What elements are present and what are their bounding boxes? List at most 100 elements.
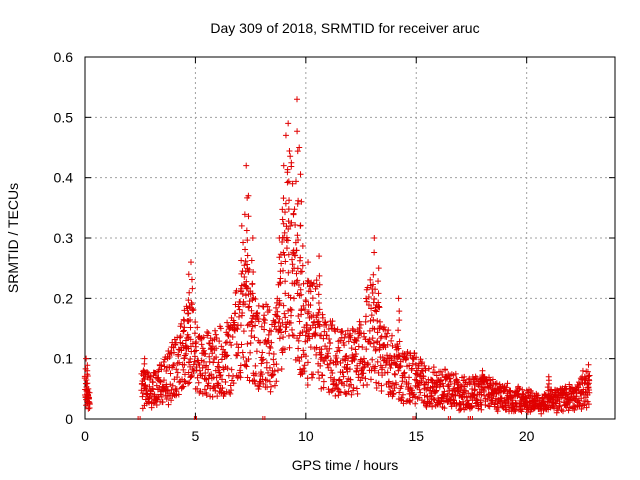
data-point — [546, 394, 553, 401]
data-point — [83, 355, 90, 362]
data-point — [376, 344, 383, 351]
data-point — [569, 384, 576, 391]
data-point — [373, 379, 380, 386]
data-point — [266, 307, 273, 314]
data-point — [378, 382, 385, 389]
data-point — [245, 192, 252, 199]
data-point — [158, 366, 165, 373]
data-point — [208, 371, 215, 378]
data-point — [205, 340, 212, 347]
data-point — [355, 334, 362, 341]
data-point — [283, 323, 290, 330]
data-points — [81, 96, 593, 420]
data-point — [286, 148, 293, 155]
data-point — [524, 389, 531, 396]
data-point — [413, 354, 420, 361]
data-point — [282, 200, 289, 207]
data-point — [256, 339, 263, 346]
data-point — [429, 383, 436, 390]
data-point — [376, 304, 383, 311]
data-point — [282, 258, 289, 265]
data-point — [360, 370, 367, 377]
data-point — [285, 225, 292, 232]
data-point — [304, 337, 311, 344]
data-point — [334, 348, 341, 355]
data-point — [468, 404, 475, 411]
data-point — [160, 359, 167, 366]
data-point — [254, 309, 261, 316]
chart-title: Day 309 of 2018, SRMTID for receiver aru… — [210, 20, 479, 36]
data-point — [258, 360, 265, 367]
data-point — [362, 318, 369, 325]
data-point — [180, 327, 187, 334]
data-point — [494, 400, 501, 407]
x-tick-label: 15 — [408, 428, 424, 444]
data-point — [403, 355, 410, 362]
data-point — [353, 338, 360, 345]
data-point — [315, 291, 322, 298]
data-point — [285, 120, 292, 127]
data-point — [391, 370, 398, 377]
data-point — [252, 296, 259, 303]
data-point — [371, 367, 378, 374]
data-point — [280, 267, 287, 274]
data-point — [205, 380, 212, 387]
data-point — [583, 404, 590, 411]
data-point — [205, 366, 212, 373]
data-point — [238, 222, 245, 229]
data-point — [273, 378, 280, 385]
data-point — [190, 306, 197, 313]
data-point-zero — [193, 416, 197, 420]
data-point — [461, 387, 468, 394]
data-point — [296, 144, 303, 151]
data-point — [416, 394, 423, 401]
data-point — [248, 327, 255, 334]
data-point — [339, 369, 346, 376]
data-point — [155, 366, 162, 373]
data-point — [266, 378, 273, 385]
data-point — [248, 257, 255, 264]
data-point — [366, 327, 373, 334]
data-point — [187, 356, 194, 363]
data-point — [177, 333, 184, 340]
data-point — [212, 327, 219, 334]
data-point — [268, 328, 275, 335]
data-point — [478, 391, 485, 398]
data-point — [181, 361, 188, 368]
data-point — [505, 398, 512, 405]
data-point — [357, 377, 364, 384]
data-point — [302, 353, 309, 360]
data-point — [370, 281, 377, 288]
data-point — [289, 261, 296, 268]
data-point — [280, 302, 287, 309]
data-point — [309, 374, 316, 381]
data-point — [227, 390, 234, 397]
y-tick-label: 0.4 — [54, 170, 74, 186]
x-tick-label: 20 — [519, 428, 535, 444]
data-point — [350, 387, 357, 394]
data-point — [558, 386, 565, 393]
data-point — [334, 385, 341, 392]
data-point — [180, 366, 187, 373]
data-point — [503, 406, 510, 413]
data-point — [307, 344, 314, 351]
data-point — [188, 299, 195, 306]
data-point — [325, 326, 332, 333]
data-point — [149, 379, 156, 386]
data-point — [523, 395, 530, 402]
data-point — [479, 373, 486, 380]
data-point — [216, 364, 223, 371]
data-point — [181, 354, 188, 361]
data-point — [225, 332, 232, 339]
data-point — [185, 297, 192, 304]
data-point — [315, 309, 322, 316]
data-point — [485, 402, 492, 409]
data-point — [276, 316, 283, 323]
data-point — [281, 252, 288, 259]
data-point — [318, 332, 325, 339]
data-point — [429, 377, 436, 384]
data-point — [228, 366, 235, 373]
data-point — [425, 379, 432, 386]
data-point — [371, 296, 378, 303]
data-point — [365, 301, 372, 308]
